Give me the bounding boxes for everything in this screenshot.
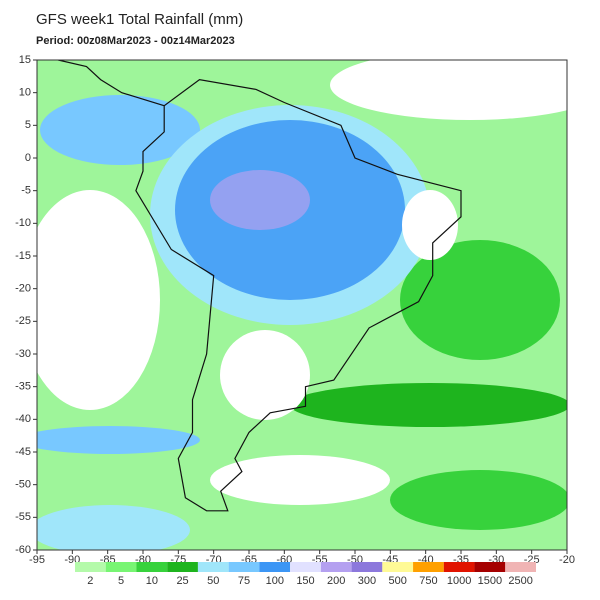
colorbar-swatch [351, 562, 383, 572]
colorbar-swatch [290, 562, 321, 572]
lat-tick-label: -10 [15, 217, 31, 229]
colorbar-swatch [105, 562, 137, 572]
lat-tick-label: -60 [15, 544, 31, 556]
lat-tick-label: -30 [15, 348, 31, 360]
dry-area [402, 190, 458, 260]
colorbar-label: 100 [266, 575, 284, 587]
wet-area [390, 470, 567, 530]
wet-area [210, 170, 310, 230]
lat-tick-label: -55 [15, 511, 31, 523]
colorbar-label: 1000 [447, 575, 471, 587]
colorbar-swatch [320, 562, 352, 572]
title: GFS week1 Total Rainfall (mm) [36, 11, 243, 28]
colorbar-label: 750 [419, 575, 437, 587]
wet-area [37, 426, 200, 454]
wet-area [290, 383, 567, 427]
lat-tick-label: -50 [15, 479, 31, 491]
rainfall-field [37, 60, 567, 550]
colorbar-label: 150 [296, 575, 314, 587]
colorbar-swatch [259, 562, 291, 572]
wet-area [37, 505, 190, 550]
colorbar-label: 1500 [478, 575, 502, 587]
colorbar-label: 200 [327, 575, 345, 587]
dry-area [37, 190, 160, 410]
lat-tick-label: -45 [15, 446, 31, 458]
colorbar-swatch [136, 562, 168, 572]
wet-area [400, 240, 560, 360]
lat-tick-label: -35 [15, 381, 31, 393]
colorbar-swatch [443, 562, 475, 572]
lat-tick-label: -25 [15, 315, 31, 327]
lon-tick-label: -95 [29, 554, 45, 566]
dry-area [210, 455, 390, 505]
colorbar-label: 10 [146, 575, 158, 587]
period: Period: 00z08Mar2023 - 00z14Mar2023 [36, 35, 235, 47]
lat-tick-label: -5 [21, 185, 31, 197]
colorbar-label: 5 [118, 575, 124, 587]
colorbar-label: 75 [238, 575, 250, 587]
colorbar-swatch [75, 562, 106, 572]
colorbar-swatch [167, 562, 198, 572]
colorbar-label: 500 [389, 575, 407, 587]
lon-tick-label: -20 [559, 554, 575, 566]
lat-tick-label: -40 [15, 413, 31, 425]
lat-tick-label: 15 [19, 54, 31, 66]
lat-tick-label: 10 [19, 87, 31, 99]
dry-area [330, 60, 567, 120]
lat-tick-label: -20 [15, 283, 31, 295]
colorbar-swatch [413, 562, 444, 572]
lat-tick-label: 0 [25, 152, 31, 164]
colorbar-label: 2 [87, 575, 93, 587]
lat-tick-label: -15 [15, 250, 31, 262]
colorbar-label: 50 [207, 575, 219, 587]
colorbar-swatch [382, 562, 414, 572]
plot-frame [36, 59, 568, 551]
colorbar-label: 25 [176, 575, 188, 587]
colorbar-swatch [197, 562, 229, 572]
lat-tick-label: 5 [25, 119, 31, 131]
colorbar-swatch [228, 562, 260, 572]
wet-area [40, 95, 200, 165]
dry-area [220, 330, 310, 420]
colorbar-swatch [505, 562, 536, 572]
colorbar-swatch [474, 562, 506, 572]
colorbar-label: 300 [358, 575, 376, 587]
colorbar-label: 2500 [508, 575, 532, 587]
coastline [56, 60, 462, 512]
